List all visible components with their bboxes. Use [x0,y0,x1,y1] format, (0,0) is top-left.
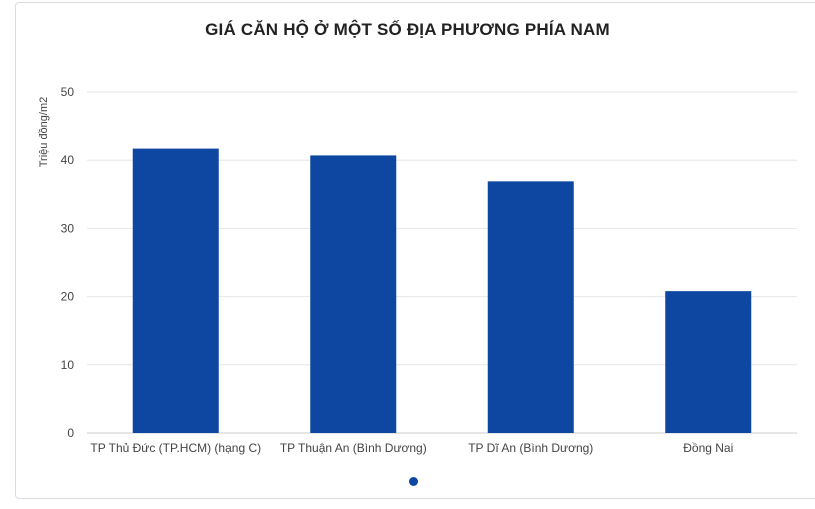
y-tick-label: 0 [67,426,74,440]
y-tick-labels: 0 10 20 30 40 50 [61,85,75,440]
y-tick-label: 10 [61,358,75,372]
bar[interactable] [132,148,219,433]
bar[interactable] [665,291,752,433]
y-axis-title: Triệu đồng/m2 [38,97,50,168]
y-tick-label: 40 [61,153,75,167]
x-tick-label: TP Thủ Đức (TP.HCM) (hạng C) [90,441,261,455]
bars [132,148,752,433]
chart-title: GIÁ CĂN HỘ Ở MỘT SỐ ĐỊA PHƯƠNG PHÍA NAM [205,20,610,39]
bar[interactable] [487,181,574,433]
bar[interactable] [310,155,397,433]
carousel-pager-dot[interactable] [409,477,418,486]
y-tick-label: 50 [61,85,75,99]
x-tick-label: Đồng Nai [683,441,733,455]
x-tick-label: TP Dĩ An (Bình Dương) [468,441,593,455]
y-tick-label: 30 [61,221,75,235]
x-tick-label: TP Thuận An (Bình Dương) [280,441,427,455]
y-tick-label: 20 [61,290,75,304]
x-tick-labels: TP Thủ Đức (TP.HCM) (hạng C) TP Thuận An … [90,441,733,455]
